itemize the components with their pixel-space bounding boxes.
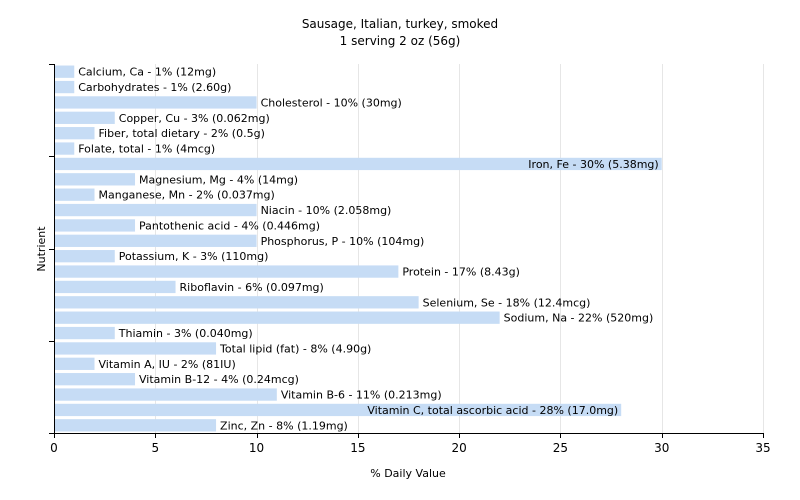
bar — [54, 219, 136, 232]
bar-label: Zinc, Zn - 8% (1.19mg) — [220, 419, 348, 432]
bar-label: Vitamin C, total ascorbic acid - 28% (17… — [367, 404, 618, 417]
bar — [54, 342, 217, 355]
bar — [54, 403, 622, 417]
bar-label: Manganese, Mn - 2% (0.037mg) — [99, 189, 275, 202]
x-tick-label: 0 — [50, 441, 58, 455]
x-tick-label: 30 — [654, 441, 669, 455]
bar — [54, 157, 662, 171]
x-tick-label: 35 — [755, 441, 770, 455]
bar — [54, 203, 257, 217]
bar — [54, 265, 399, 278]
bar-label: Vitamin A, IU - 2% (81IU) — [99, 358, 236, 371]
bar-label: Magnesium, Mg - 4% (14mg) — [139, 173, 298, 186]
bar-label: Protein - 17% (8.43g) — [402, 266, 520, 279]
x-tick-label: 10 — [249, 441, 264, 455]
chart-subtitle: 1 serving 2 oz (56g) — [340, 34, 461, 48]
bar — [54, 234, 257, 247]
bar-label: Folate, total - 1% (4mcg) — [78, 143, 215, 156]
bar-label: Calcium, Ca - 1% (12mg) — [78, 66, 216, 79]
bar-label: Cholesterol - 10% (30mg) — [261, 96, 402, 109]
bar — [54, 296, 419, 309]
bar-label: Pantothenic acid - 4% (0.446mg) — [139, 219, 320, 232]
bar — [54, 127, 95, 140]
x-tick-label: 20 — [452, 441, 467, 455]
grid-lines — [155, 64, 764, 433]
bar-label: Sodium, Na - 22% (520mg) — [504, 312, 654, 325]
bar — [54, 80, 75, 94]
bar-label: Niacin - 10% (2.058mg) — [261, 204, 392, 217]
bar-label: Potassium, K - 3% (110mg) — [119, 250, 269, 263]
bar-label: Total lipid (fat) - 8% (4.90g) — [219, 342, 371, 355]
bar-label: Fiber, total dietary - 2% (0.5g) — [99, 127, 265, 140]
bar-label: Iron, Fe - 30% (5.38mg) — [528, 158, 658, 171]
bar — [54, 311, 500, 324]
bar — [54, 65, 75, 78]
bar — [54, 326, 115, 340]
bar — [54, 357, 95, 370]
x-tick-label: 15 — [350, 441, 365, 455]
bar — [54, 173, 136, 186]
axes: 0 5 10 15 20 25 30 35 — [49, 64, 771, 455]
y-axis-title: Nutrient — [35, 226, 48, 272]
bar-label: Copper, Cu - 3% (0.062mg) — [119, 112, 270, 125]
bar-label: Vitamin B-6 - 11% (0.213mg) — [281, 389, 442, 402]
bar-label: Phosphorus, P - 10% (104mg) — [261, 235, 425, 248]
bar — [54, 188, 95, 201]
bar — [54, 96, 257, 109]
x-tick-label: 25 — [553, 441, 568, 455]
bar — [54, 111, 115, 124]
bar-label: Carbohydrates - 1% (2.60g) — [78, 81, 231, 94]
bar — [54, 250, 115, 263]
x-axis-title: % Daily Value — [370, 467, 446, 480]
bar — [54, 419, 217, 432]
bar — [54, 142, 75, 155]
bar — [54, 280, 176, 294]
bars: Calcium, Ca - 1% (12mg) Carbohydrates - 1… — [54, 65, 662, 432]
bar — [54, 388, 277, 401]
bar-label: Vitamin B-12 - 4% (0.24mcg) — [139, 373, 299, 386]
bar-label: Thiamin - 3% (0.040mg) — [118, 327, 253, 340]
x-tick-label: 5 — [151, 441, 159, 455]
bar-label: Riboflavin - 6% (0.097mg) — [180, 281, 324, 294]
bar — [54, 373, 136, 386]
bar-label: Selenium, Se - 18% (12.4mcg) — [423, 296, 591, 309]
chart-title: Sausage, Italian, turkey, smoked — [302, 17, 498, 31]
